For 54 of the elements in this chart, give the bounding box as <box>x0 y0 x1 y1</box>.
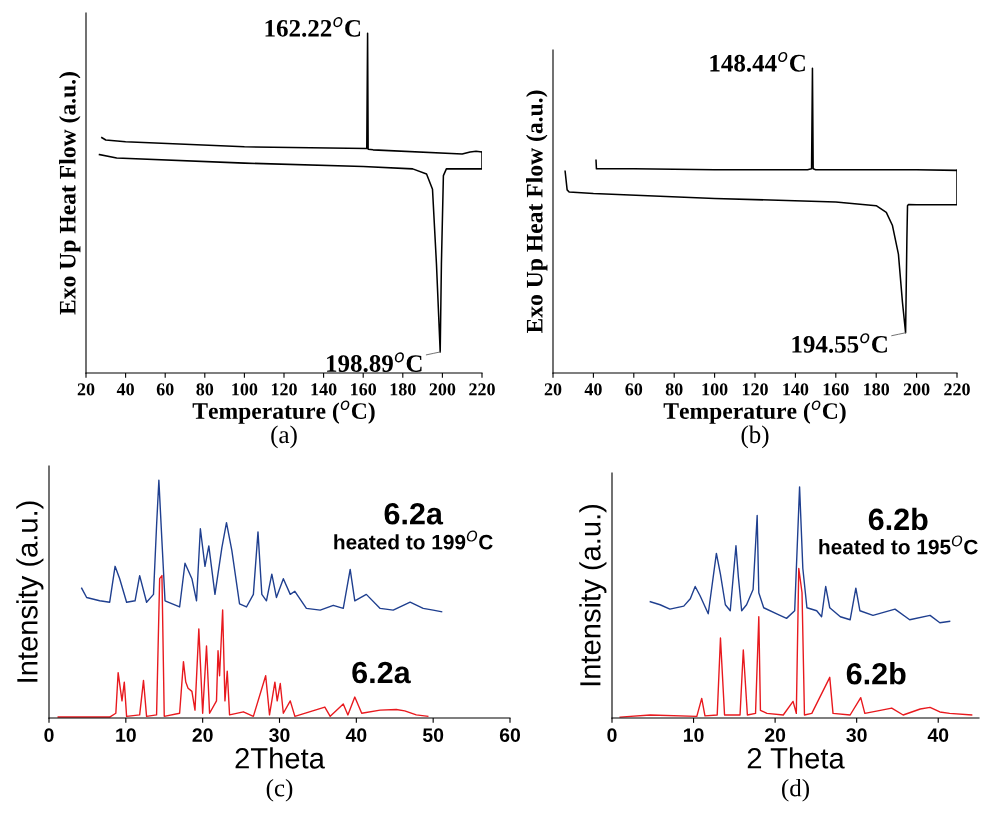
x-tick-label: 100 <box>232 383 258 396</box>
x-tick-label: 10 <box>683 728 704 742</box>
x-tick-label: 60 <box>625 383 643 396</box>
text: (c) <box>266 778 293 802</box>
series-label: 6.2a heated to 199$^{O}$C <box>334 502 493 550</box>
x-tick-label: 140 <box>783 383 809 396</box>
x-tick-label: 120 <box>742 383 768 396</box>
x-tick-label: 80 <box>665 383 683 396</box>
annotation: 148.44$^{o}$C <box>710 52 805 72</box>
x-tick-label: 160 <box>351 383 377 396</box>
x-axis-title: Temperature ($^{o}$C) <box>663 400 846 424</box>
x-axis-title: 2 Theta <box>747 747 845 769</box>
x-tick-label: 40 <box>584 383 602 396</box>
y-axis-title: Exo Up Heat Flow (a.u.) <box>526 90 548 334</box>
x-tick-label: 30 <box>846 728 867 743</box>
annotation: 194.55$^{o}$C <box>792 333 887 353</box>
series-label: 6.2a <box>352 661 411 684</box>
x-axis-title: Temperature ($^{o}$C) <box>192 400 375 424</box>
x-tick-label: 80 <box>196 383 214 396</box>
x-tick-label: 140 <box>311 383 337 396</box>
x-tick-label: 10 <box>116 728 136 742</box>
x-tick-label: 20 <box>764 728 786 742</box>
annotation: 162.22$^{o}$C <box>265 17 361 37</box>
x-tick-label: 20 <box>77 383 95 396</box>
x-tick-label: 220 <box>469 383 495 396</box>
x-tick-label: 100 <box>702 383 728 396</box>
series-label: 6.2b heated to 195$^{O}$C <box>819 507 978 555</box>
x-tick-label: 30 <box>269 728 290 743</box>
y-axis-title: Exo Up Heat Flow (a.u.) <box>59 72 81 315</box>
annotation: 198.89$^{o}$C <box>327 352 422 373</box>
x-tick-label: 40 <box>345 728 367 742</box>
series-label: 6.2b <box>846 662 906 685</box>
x-tick-label: 0 <box>44 728 54 742</box>
x-tick-label: 180 <box>390 383 416 396</box>
y-axis-title: Intensity (a.u.) <box>16 501 44 682</box>
x-tick-label: 20 <box>544 383 562 396</box>
text: (b) <box>741 425 769 449</box>
text: (d) <box>782 778 809 802</box>
x-tick-label: 60 <box>499 728 521 742</box>
text: (a) <box>271 425 297 449</box>
x-tick-label: 200 <box>903 383 930 396</box>
x-tick-label: 60 <box>156 383 174 396</box>
x-tick-label: 40 <box>116 383 134 396</box>
x-tick-label: 0 <box>607 728 617 742</box>
x-tick-label: 220 <box>944 383 970 396</box>
x-tick-label: 200 <box>429 383 456 396</box>
y-axis-title: Intensity (a.u.) <box>579 504 607 686</box>
x-axis-title: 2Theta <box>235 747 325 769</box>
x-tick-label: 40 <box>927 728 949 742</box>
x-tick-label: 180 <box>864 383 890 396</box>
x-tick-label: 160 <box>823 383 849 396</box>
x-tick-label: 120 <box>271 383 297 396</box>
x-tick-label: 50 <box>422 728 444 742</box>
x-tick-label: 20 <box>192 728 213 742</box>
